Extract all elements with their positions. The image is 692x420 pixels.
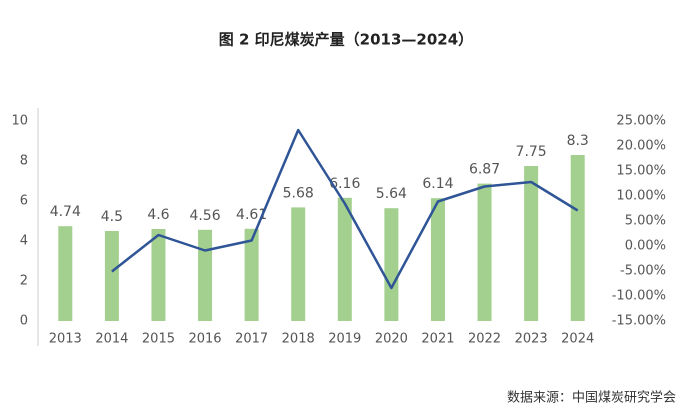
- x-tick-label: 2018: [282, 332, 315, 347]
- data-label: 5.68: [283, 185, 314, 201]
- bar: [477, 183, 492, 321]
- y-tick-label: 8: [20, 154, 28, 169]
- bar: [198, 229, 213, 321]
- bar: [524, 166, 539, 321]
- y2-tick-label: 20.00%: [616, 139, 666, 154]
- x-tick-label: 2014: [95, 332, 128, 347]
- bar: [244, 228, 259, 321]
- data-label: 4.74: [50, 204, 81, 220]
- x-tick-label: 2015: [142, 332, 175, 347]
- bar: [104, 231, 119, 321]
- y2-tick-label: -5.00%: [620, 264, 666, 279]
- data-label: 8.3: [567, 133, 589, 149]
- x-tick-label: 2013: [49, 332, 82, 347]
- data-label: 4.56: [189, 208, 220, 224]
- bar: [337, 197, 352, 321]
- y2-tick-label: 5.00%: [625, 214, 666, 229]
- source: 数据来源：中国煤炭研究学会: [507, 390, 676, 406]
- y2-tick-label: 15.00%: [616, 164, 666, 179]
- x-tick-label: 2022: [468, 332, 501, 347]
- x-tick-label: 2024: [561, 332, 594, 347]
- bar: [570, 155, 585, 321]
- y-tick-label: 6: [20, 194, 28, 209]
- chart-title: 图 2 印尼煤炭产量（2013—2024）: [219, 31, 473, 49]
- bar: [58, 226, 73, 321]
- x-tick-label: 2017: [235, 332, 268, 347]
- data-label: 6.16: [329, 176, 360, 192]
- x-tick-label: 2019: [328, 332, 361, 347]
- data-label: 7.75: [516, 144, 547, 160]
- y2-tick-label: 0.00%: [625, 239, 666, 254]
- x-tick-label: 2016: [188, 332, 221, 347]
- y-tick-label: 2: [20, 274, 28, 289]
- x-tick-label: 2020: [375, 332, 408, 347]
- y2-tick-label: 10.00%: [616, 189, 666, 204]
- x-tick-label: 2023: [515, 332, 548, 347]
- line: [111, 128, 579, 290]
- bar: [384, 208, 399, 321]
- y2-tick-label: 25.00%: [616, 114, 666, 129]
- data-label: 5.64: [376, 186, 407, 202]
- y-tick-label: 0: [20, 314, 28, 329]
- data-label: 4.6: [147, 207, 169, 223]
- y2-tick-label: -15.00%: [612, 314, 666, 329]
- y-tick-label: 4: [20, 234, 28, 249]
- data-label: 6.87: [469, 162, 500, 178]
- bar: [151, 229, 166, 321]
- y2-tick-label: -10.00%: [612, 289, 666, 304]
- data-label: 4.5: [101, 209, 123, 225]
- bar: [430, 198, 445, 321]
- x-tick-label: 2021: [421, 332, 454, 347]
- y-tick-label: 10: [11, 114, 28, 129]
- bar: [291, 207, 306, 321]
- data-label: 6.14: [422, 176, 453, 192]
